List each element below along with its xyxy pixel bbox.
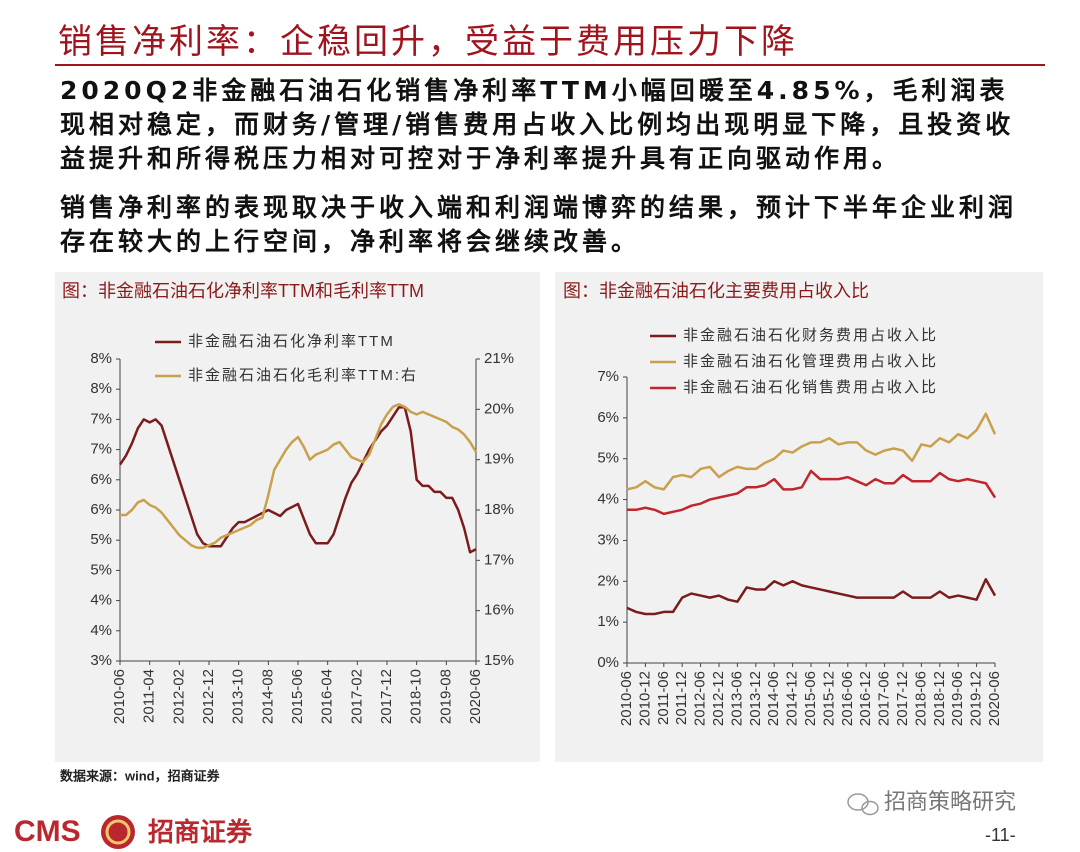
x-tick-label: 2013-12 bbox=[747, 671, 764, 726]
x-tick-label: 2014-06 bbox=[765, 671, 782, 726]
paragraph: 销售净利率的表现取决于收入端和利润端博弈的结果，预计下半年企业利润存在较大的上行… bbox=[60, 193, 1018, 256]
x-tick-label: 2019-06 bbox=[949, 671, 966, 726]
page-title: 销售净利率：企稳回升，受益于费用压力下降 bbox=[58, 22, 798, 62]
legend-label: 非金融石油石化管理费用占收入比 bbox=[683, 353, 938, 370]
chart-title: 图：非金融石油石化净利率TTM和毛利率TTM bbox=[62, 281, 424, 301]
source-note: 数据来源：wind，招商证券 bbox=[60, 768, 221, 783]
y2-tick-label: 17% bbox=[484, 551, 514, 568]
legend-label: 非金融石油石化毛利率TTM:右 bbox=[188, 367, 418, 384]
y-tick-label: 8% bbox=[90, 350, 112, 367]
y-tick-label: 1% bbox=[597, 613, 619, 630]
chart-title: 图：非金融石油石化主要费用占收入比 bbox=[563, 281, 869, 301]
x-tick-label: 2010-06 bbox=[618, 671, 635, 726]
logo-text: CMS bbox=[14, 815, 81, 848]
y-tick-label: 5% bbox=[90, 531, 112, 548]
y2-tick-label: 16% bbox=[484, 602, 514, 619]
x-tick-label: 2012-06 bbox=[692, 671, 709, 726]
x-tick-label: 2017-12 bbox=[378, 669, 395, 724]
x-tick-label: 2012-12 bbox=[200, 669, 217, 724]
x-tick-label: 2014-08 bbox=[259, 669, 276, 724]
paragraph: 2020Q2非金融石油石化销售净利率TTM小幅回暖至4.85%，毛利润表现相对稳… bbox=[60, 76, 1015, 173]
y-tick-label: 0% bbox=[597, 654, 619, 671]
legend-label: 非金融石油石化销售费用占收入比 bbox=[683, 379, 938, 396]
x-tick-label: 2018-12 bbox=[931, 671, 948, 726]
y-tick-label: 8% bbox=[90, 380, 112, 397]
y2-tick-label: 20% bbox=[484, 400, 514, 417]
y2-tick-label: 19% bbox=[484, 451, 514, 468]
x-tick-label: 2014-12 bbox=[784, 671, 801, 726]
series-line bbox=[626, 577, 997, 616]
y-tick-label: 4% bbox=[90, 592, 112, 609]
x-tick-label: 2018-06 bbox=[912, 671, 929, 726]
y-tick-label: 3% bbox=[90, 652, 112, 669]
x-tick-label: 2015-06 bbox=[289, 669, 306, 724]
legend-label: 非金融石油石化净利率TTM bbox=[188, 333, 395, 350]
x-tick-label: 2011-06 bbox=[655, 671, 672, 725]
y-tick-label: 6% bbox=[597, 409, 619, 426]
x-tick-label: 2020-06 bbox=[467, 669, 484, 724]
chart-panel bbox=[555, 272, 1043, 762]
wechat-icon bbox=[861, 800, 879, 816]
chart-panel bbox=[55, 272, 540, 762]
y2-tick-label: 15% bbox=[484, 652, 514, 669]
x-tick-label: 2013-10 bbox=[230, 669, 247, 724]
x-tick-label: 2016-06 bbox=[839, 671, 856, 726]
wechat-icon bbox=[847, 793, 869, 811]
x-tick-label: 2017-02 bbox=[348, 669, 365, 724]
y-tick-label: 4% bbox=[90, 622, 112, 639]
x-tick-label: 2012-02 bbox=[170, 669, 187, 724]
y-tick-label: 7% bbox=[597, 368, 619, 385]
x-tick-label: 2010-06 bbox=[111, 669, 128, 724]
logo-icon bbox=[105, 819, 131, 845]
y-tick-label: 7% bbox=[90, 441, 112, 458]
company-name: 招商证券 bbox=[148, 817, 253, 848]
x-tick-label: 2011-04 bbox=[141, 669, 158, 723]
y2-tick-label: 18% bbox=[484, 501, 514, 518]
watermark: 招商策略研究 bbox=[884, 789, 1016, 814]
x-tick-label: 2012-12 bbox=[710, 671, 727, 726]
x-tick-label: 2013-06 bbox=[728, 671, 745, 726]
x-tick-label: 2018-10 bbox=[408, 669, 425, 724]
x-tick-label: 2015-12 bbox=[820, 671, 837, 726]
x-tick-label: 2015-06 bbox=[802, 671, 819, 726]
page-number: -11- bbox=[985, 825, 1016, 845]
x-tick-label: 2019-08 bbox=[437, 669, 454, 724]
y-tick-label: 7% bbox=[90, 410, 112, 427]
x-tick-label: 2016-12 bbox=[857, 671, 874, 726]
x-tick-label: 2019-12 bbox=[968, 671, 985, 726]
y-tick-label: 2% bbox=[597, 572, 619, 589]
x-tick-label: 2017-06 bbox=[876, 671, 893, 726]
y-tick-label: 6% bbox=[90, 501, 112, 518]
series-line bbox=[118, 406, 477, 554]
y-tick-label: 6% bbox=[90, 471, 112, 488]
x-tick-label: 2010-12 bbox=[636, 671, 653, 726]
y-tick-label: 4% bbox=[597, 491, 619, 508]
y2-tick-label: 21% bbox=[484, 350, 514, 367]
y-tick-label: 3% bbox=[597, 531, 619, 548]
y-tick-label: 5% bbox=[597, 450, 619, 467]
legend-label: 非金融石油石化财务费用占收入比 bbox=[683, 327, 938, 344]
x-tick-label: 2016-04 bbox=[319, 669, 336, 724]
series-line bbox=[120, 403, 478, 549]
title-rule bbox=[55, 64, 1045, 66]
series-line bbox=[626, 412, 997, 491]
x-tick-label: 2011-12 bbox=[673, 671, 690, 725]
series-line bbox=[627, 469, 997, 516]
y-tick-label: 5% bbox=[90, 561, 112, 578]
x-tick-label: 2017-12 bbox=[894, 671, 911, 726]
x-tick-label: 2020-06 bbox=[986, 671, 1003, 726]
